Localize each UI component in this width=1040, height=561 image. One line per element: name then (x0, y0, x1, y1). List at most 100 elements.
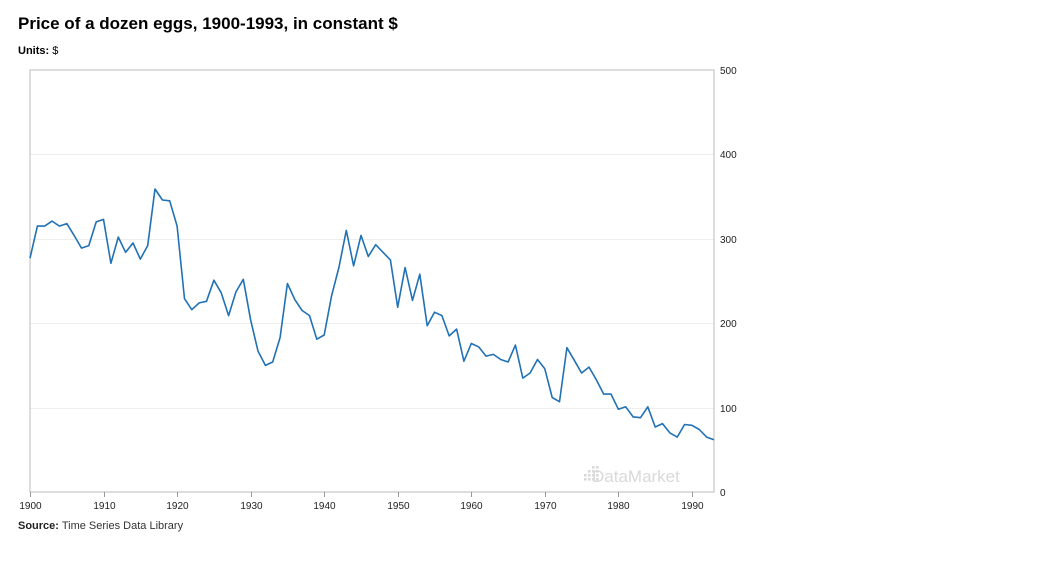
data-point (484, 354, 488, 358)
data-point (602, 392, 606, 396)
logo-dot (584, 478, 587, 481)
data-point (263, 363, 267, 367)
data-point (109, 261, 113, 265)
data-point (705, 435, 709, 439)
data-point (330, 294, 334, 298)
data-point (447, 334, 451, 338)
data-point (256, 349, 260, 353)
data-point (587, 365, 591, 369)
data-point (160, 198, 164, 202)
data-point (271, 360, 275, 364)
data-point (219, 291, 223, 295)
data-point (536, 358, 540, 362)
logo-dot (596, 478, 599, 481)
data-point (653, 425, 657, 429)
data-point (609, 392, 613, 396)
data-point (249, 318, 253, 322)
logo-dot (592, 470, 595, 473)
grid-lines (30, 154, 714, 409)
data-point (308, 314, 312, 318)
source-value: Time Series Data Library (61, 520, 184, 532)
data-point (146, 244, 150, 248)
y-tick-label: 500 (720, 66, 737, 77)
data-point (322, 333, 326, 337)
data-point (352, 264, 356, 268)
data-point (594, 378, 598, 382)
data-point (668, 431, 672, 435)
x-tick-label: 1960 (460, 501, 483, 512)
data-point (712, 438, 716, 442)
logo-dot (592, 478, 595, 481)
data-point (411, 298, 415, 302)
data-point (94, 220, 98, 224)
data-point (396, 305, 400, 309)
data-point (131, 241, 135, 245)
data-point (234, 290, 238, 294)
data-point (462, 359, 466, 363)
data-point (477, 345, 481, 349)
x-tick-label: 1920 (166, 501, 189, 512)
data-point (278, 336, 282, 340)
units-label: Units: (18, 45, 50, 57)
logo-dot (596, 470, 599, 473)
data-point (293, 298, 297, 302)
logo-dot (596, 466, 599, 469)
data-point (116, 235, 120, 239)
data-point (506, 360, 510, 364)
data-point (697, 428, 701, 432)
data-point (102, 217, 106, 221)
data-point (572, 358, 576, 362)
data-point (499, 358, 503, 362)
data-point (35, 224, 39, 228)
y-tick-label: 300 (720, 235, 737, 246)
data-point (455, 327, 459, 331)
data-point (315, 337, 319, 341)
data-point (418, 272, 422, 276)
data-point (513, 343, 517, 347)
data-point (381, 250, 385, 254)
data-point (359, 233, 363, 237)
data-point (285, 282, 289, 286)
data-point (403, 266, 407, 270)
data-point (337, 266, 341, 270)
data-point (565, 346, 569, 350)
data-point (57, 224, 61, 228)
data-point (344, 228, 348, 232)
logo-dot (584, 474, 587, 477)
logo-dot (592, 466, 595, 469)
series-line (29, 188, 715, 441)
logo-dot (588, 478, 591, 481)
data-point (521, 376, 525, 380)
data-point (175, 224, 179, 228)
data-point (616, 407, 620, 411)
series-group (28, 187, 716, 442)
data-point (469, 342, 473, 346)
data-point (388, 258, 392, 262)
data-point (87, 244, 91, 248)
data-point (190, 308, 194, 312)
x-axis: 1900 1910 1920 1930 1940 1950 1960 1970 1980 1990 (19, 492, 704, 512)
data-point (374, 243, 378, 247)
source-line: Source: Time Series Data Library (18, 520, 183, 532)
data-point (631, 415, 635, 419)
plot-frame (29, 69, 715, 493)
data-point (425, 324, 429, 328)
data-point (690, 423, 694, 427)
data-point (168, 199, 172, 203)
data-point (624, 405, 628, 409)
watermark-text: DataMarket (592, 467, 680, 486)
x-tick-label: 1950 (387, 501, 410, 512)
data-point (491, 352, 495, 356)
data-point (300, 309, 304, 313)
x-tick-label: 1900 (19, 501, 42, 512)
units-line: Units: $ (18, 45, 58, 57)
data-point (227, 314, 231, 318)
data-point (433, 310, 437, 314)
watermark: DataMarket (584, 466, 680, 486)
data-point (683, 423, 687, 427)
y-tick-label: 100 (720, 404, 737, 415)
data-point (366, 255, 370, 259)
data-point (28, 256, 32, 260)
data-point (153, 187, 157, 191)
data-point (50, 219, 54, 223)
